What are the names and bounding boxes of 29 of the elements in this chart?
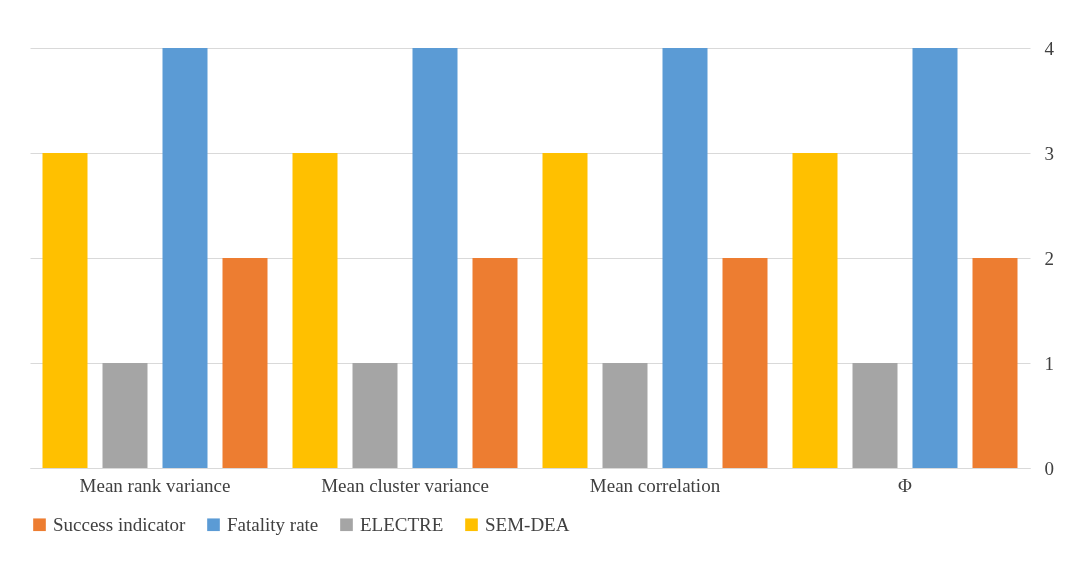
x-tick-label: Φ <box>898 474 913 496</box>
y-tick-label: 3 <box>1044 142 1054 164</box>
legend-label: SEM-DEA <box>485 513 570 535</box>
bar <box>852 363 898 468</box>
y-tick-label: 0 <box>1044 457 1054 479</box>
legend-label: Success indicator <box>53 513 187 535</box>
x-tick-label: Mean cluster variance <box>321 474 489 496</box>
bar <box>222 258 268 468</box>
bar <box>602 363 648 468</box>
bar <box>412 48 458 468</box>
bar <box>722 258 768 468</box>
y-tick-label: 4 <box>1044 37 1055 59</box>
bar <box>792 153 838 468</box>
x-tick-label: Mean correlation <box>589 474 721 496</box>
bar <box>972 258 1018 468</box>
legend-label: Fatality rate <box>227 513 319 535</box>
legend-label: ELECTRE <box>360 513 444 535</box>
bar <box>912 48 958 468</box>
x-tick-label: Mean rank variance <box>79 474 231 496</box>
bar <box>542 153 588 468</box>
bar <box>42 153 88 468</box>
bar <box>472 258 518 468</box>
y-tick-label: 1 <box>1044 352 1054 374</box>
bar <box>162 48 208 468</box>
bar <box>102 363 148 468</box>
bar <box>292 153 338 468</box>
bar <box>352 363 398 468</box>
bar <box>662 48 708 468</box>
y-tick-label: 2 <box>1044 247 1054 269</box>
